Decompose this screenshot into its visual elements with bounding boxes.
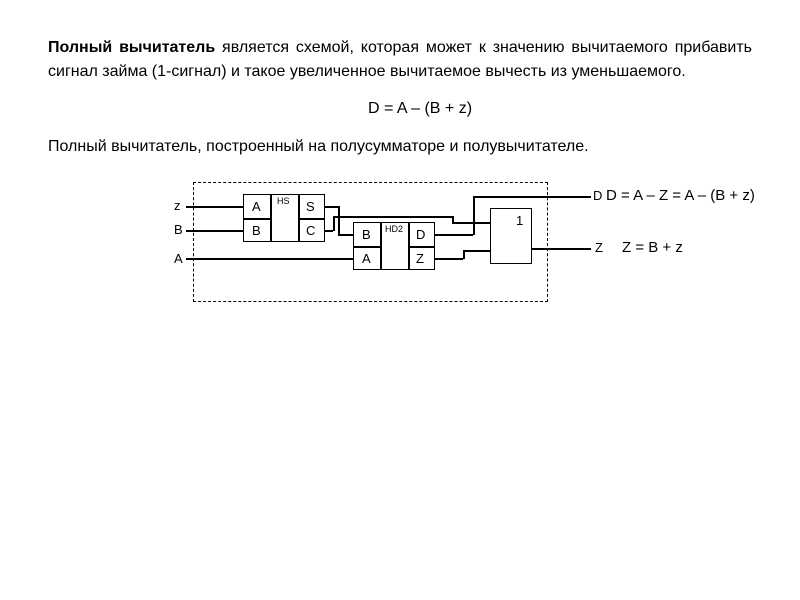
wire-hs-c-up0 [333,216,335,231]
intro-paragraph: Полный вычитатель является схемой, котор… [48,36,752,84]
output-Z-label: Z [595,241,603,254]
wire-hd2-d-up [473,196,475,235]
hs-lh [244,218,270,220]
wire-z-hs [186,206,243,208]
hd2-div1 [380,223,382,269]
hd2-port-b: B [362,228,371,241]
hs-port-b: B [252,224,261,237]
hs-port-a: A [252,200,261,213]
hs-block: A B S C HS [243,194,325,242]
or-label: 1 [516,214,523,227]
hs-port-c: C [306,224,315,237]
hd2-rh [408,246,434,248]
subtitle-paragraph: Полный вычитатель, построенный на полусу… [48,136,752,158]
wire-hs-c-out [325,230,333,232]
hd2-tag: HD2 [385,225,403,234]
hs-div1 [270,195,272,241]
wire-hd2-d-out [435,234,473,236]
wire-hd2-z-out [435,258,463,260]
wire-B-hs [186,230,243,232]
hd2-port-d: D [416,228,425,241]
input-B-label: B [174,223,183,236]
wire-or-out [532,248,591,250]
input-A-label: A [174,252,183,265]
wire-hs-s-down [338,206,340,234]
circuit-diagram: A B S C HS B A D Z HD2 1 z B A [78,172,778,352]
wire-hd2-z-to-or [463,250,490,252]
output-D-label: D [593,189,602,202]
hd2-port-a: A [362,252,371,265]
main-formula: D = A – (B + z) [48,100,752,118]
wire-hs-s-to-hd2 [338,234,353,236]
output-Z-eq: Z = B + z [622,239,683,256]
hs-port-s: S [306,200,315,213]
hs-rh [298,218,324,220]
wire-A-hd2 [186,258,353,260]
hd2-lh [354,246,380,248]
hs-tag: HS [277,197,290,206]
intro-bold: Полный вычитатель [48,39,215,56]
wire-hs-c-across0 [333,216,453,218]
or-block: 1 [490,208,532,264]
input-z-label: z [174,199,181,212]
hd2-block: B A D Z HD2 [353,222,435,270]
wire-hs-c-to-or [452,222,490,224]
wire-hs-s-out [325,206,339,208]
output-D-eq: D = A – Z = A – (B + z) [606,187,755,204]
wire-d-out [473,196,591,198]
hd2-port-z: Z [416,252,424,265]
